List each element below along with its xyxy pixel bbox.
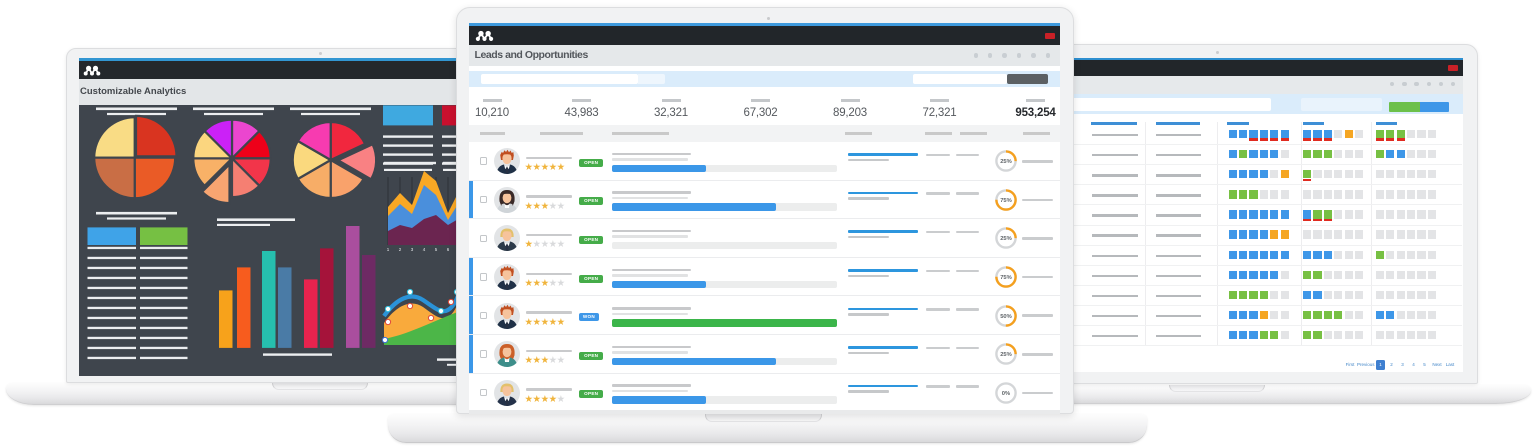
svg-text:50%: 50% — [1000, 314, 1012, 320]
svg-text:75%: 75% — [1000, 275, 1012, 281]
svg-text:5: 5 — [435, 247, 438, 252]
svg-text:25%: 25% — [1000, 159, 1012, 165]
svg-text:6: 6 — [447, 247, 450, 252]
svg-text:4: 4 — [423, 247, 426, 252]
svg-text:1: 1 — [387, 247, 390, 252]
svg-text:75%: 75% — [1000, 198, 1012, 204]
svg-text:25%: 25% — [1000, 237, 1012, 243]
svg-text:2: 2 — [399, 247, 402, 252]
svg-text:3: 3 — [411, 247, 414, 252]
svg-text:0%: 0% — [1001, 391, 1009, 397]
svg-text:25%: 25% — [1000, 352, 1012, 358]
